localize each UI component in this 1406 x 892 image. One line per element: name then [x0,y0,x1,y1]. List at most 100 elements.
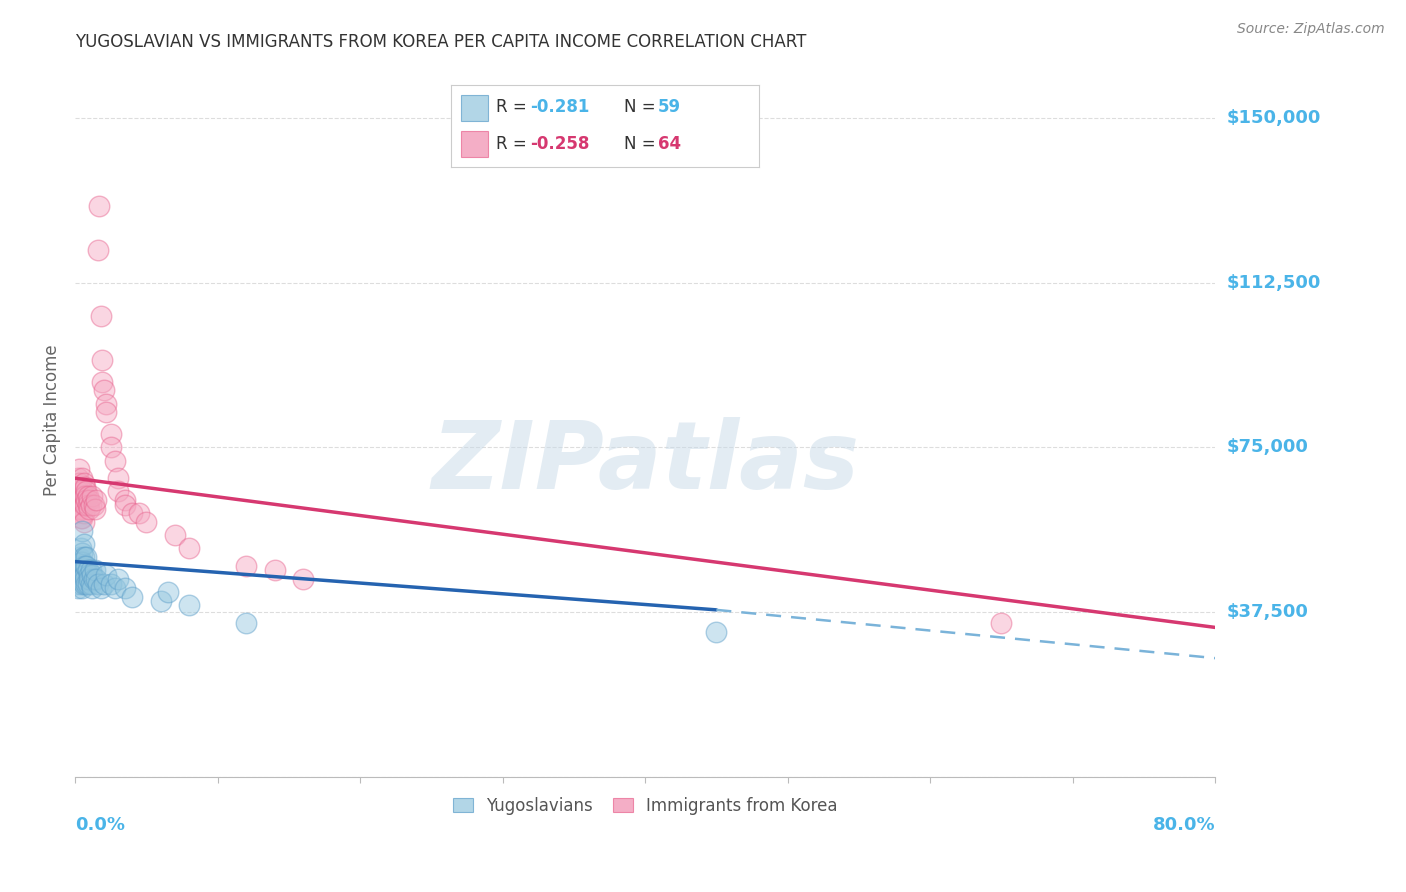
Point [91,375,114,389]
Point [89,199,111,213]
Point [177,541,200,556]
Point [65,498,87,512]
Text: 0.0%: 0.0% [75,816,125,834]
Point [72,576,94,591]
Point [69,541,91,556]
Y-axis label: Per Capita Income: Per Capita Income [44,344,60,496]
Point [84,563,107,577]
Legend: Yugoslavians, Immigrants from Korea: Yugoslavians, Immigrants from Korea [446,790,844,822]
Point [82,489,104,503]
Point [82,567,104,582]
Point [76,563,98,577]
Point [104,453,127,467]
Point [72,559,94,574]
Point [87,576,110,591]
Point [67,567,90,582]
Point [69,576,91,591]
Point [128,506,150,520]
Text: ZIPatlas: ZIPatlas [432,417,859,508]
Text: $112,500: $112,500 [1226,274,1320,292]
Point [67,484,90,499]
Point [67,462,90,476]
Text: Source: ZipAtlas.com: Source: ZipAtlas.com [1237,22,1385,37]
Point [65,489,87,503]
Point [96,405,118,419]
Point [156,585,179,599]
Point [66,493,89,508]
Point [107,471,129,485]
Point [73,480,96,494]
Point [114,493,136,508]
Point [76,576,98,591]
Point [163,528,186,542]
Point [235,559,257,574]
Point [70,563,93,577]
Point [263,563,285,577]
Point [70,471,93,485]
Point [75,493,97,508]
Point [706,624,728,639]
Point [96,396,118,410]
Text: 80.0%: 80.0% [1153,816,1215,834]
Point [77,493,100,508]
Point [66,502,89,516]
Point [73,489,96,503]
Point [69,510,91,524]
Text: $75,000: $75,000 [1226,439,1308,457]
Point [72,498,94,512]
Point [135,515,157,529]
Point [77,567,100,582]
Point [69,559,91,574]
Point [70,555,93,569]
Point [75,550,97,565]
Point [67,559,90,574]
Point [67,493,90,508]
Point [100,427,122,442]
Point [77,502,100,516]
Point [65,506,87,520]
Point [67,475,90,490]
Point [100,576,122,591]
Point [114,498,136,512]
Point [82,581,104,595]
Point [100,441,122,455]
Point [107,572,129,586]
Point [73,559,96,574]
Point [90,581,112,595]
Point [86,493,108,508]
Point [70,572,93,586]
Point [66,559,89,574]
Point [66,484,89,499]
Point [121,506,143,520]
Point [76,498,98,512]
Point [149,594,172,608]
Point [70,581,93,595]
Point [69,480,91,494]
Point [67,502,90,516]
Point [73,572,96,586]
Point [83,498,105,512]
Point [70,493,93,508]
Point [72,475,94,490]
Point [86,572,108,586]
Point [66,581,89,595]
Point [70,546,93,560]
Point [107,484,129,499]
Point [79,576,101,591]
Point [67,550,90,565]
Point [84,502,107,516]
Point [66,567,89,582]
Point [235,615,257,630]
Point [990,615,1012,630]
Point [114,581,136,595]
Point [177,599,200,613]
Text: $150,000: $150,000 [1226,110,1320,128]
Point [83,572,105,586]
Point [292,572,315,586]
Point [72,550,94,565]
Text: YUGOSLAVIAN VS IMMIGRANTS FROM KOREA PER CAPITA INCOME CORRELATION CHART: YUGOSLAVIAN VS IMMIGRANTS FROM KOREA PER… [75,33,807,51]
Point [70,524,93,538]
Point [91,352,114,367]
Point [87,243,110,257]
Point [79,498,101,512]
